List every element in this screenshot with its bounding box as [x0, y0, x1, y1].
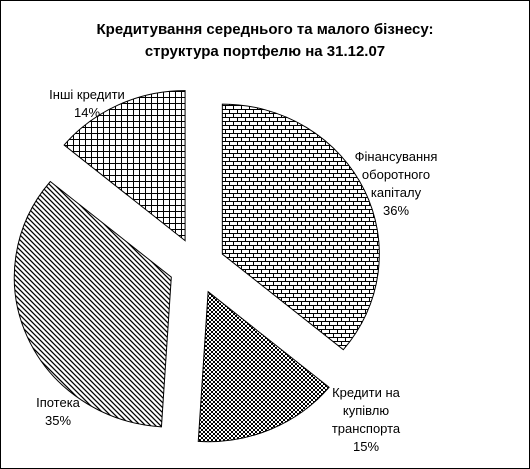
slice-value-label-3: 35% — [45, 413, 71, 428]
slice-label-line: Кредити на — [332, 385, 401, 400]
slice-label-line: Інші кредити — [49, 87, 125, 102]
pie-slice-1 — [221, 103, 380, 351]
slice-label-2: Кредити на купівлю транспорта 15% — [332, 385, 401, 454]
slice-label-1: Фінансування оборотного капіталу 36% — [355, 149, 438, 218]
pie-labels: Фінансування оборотного капіталу 36% Кредити… — [36, 87, 437, 454]
chart-title: Кредитування середнього та малого бізнес… — [1, 19, 529, 63]
slice-value-label-2: 15% — [353, 439, 379, 454]
pie-slice-4 — [63, 90, 186, 242]
slice-label-3: Іпотека 35% — [36, 395, 81, 428]
slice-value-label-1: 36% — [383, 203, 409, 218]
slice-value-label-4: 14% — [74, 105, 100, 120]
pie-slices — [13, 90, 380, 443]
slice-label-line: капіталу — [371, 185, 422, 200]
slice-label-line: купівлю — [343, 403, 389, 418]
slice-label-line: Іпотека — [36, 395, 81, 410]
chart-title-line-1: Кредитування середнього та малого бізнес… — [96, 21, 434, 38]
slice-label-line: оборотного — [362, 167, 430, 182]
pie-slice-2 — [197, 290, 330, 443]
slice-label-line: Фінансування — [355, 149, 438, 164]
chart-title-line-2: структура портфелю на 31.12.07 — [144, 43, 386, 60]
pie-slice-3 — [13, 180, 172, 428]
slice-label-4: Інші кредити 14% — [49, 87, 125, 120]
slice-label-line: транспорта — [332, 421, 401, 436]
